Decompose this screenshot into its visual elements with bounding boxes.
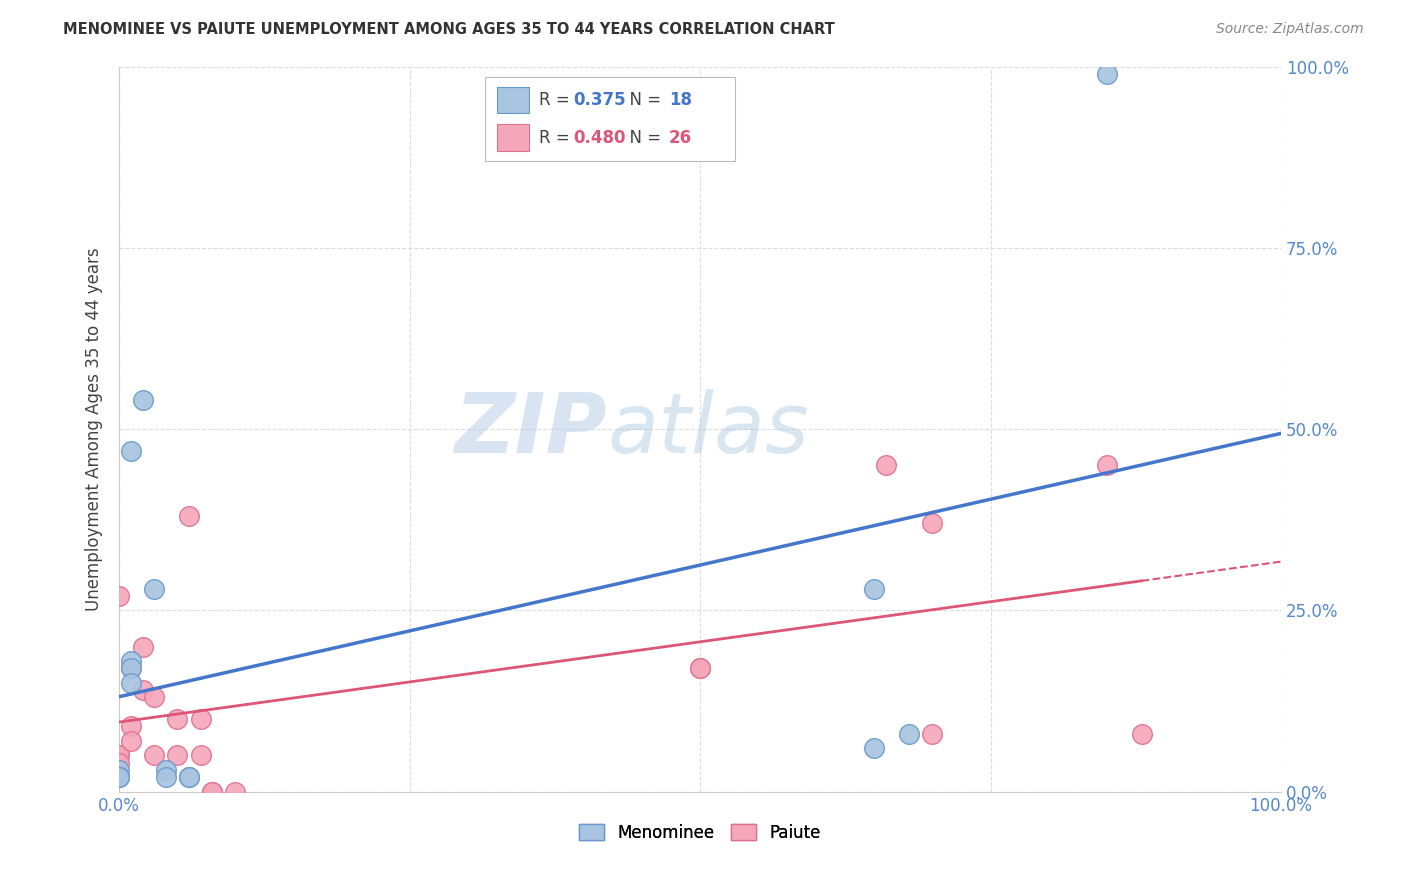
Text: 0.480: 0.480	[574, 128, 626, 146]
Point	[120, 661, 142, 675]
Point	[155, 763, 177, 777]
Point	[120, 661, 142, 675]
Text: N =: N =	[619, 91, 666, 109]
FancyBboxPatch shape	[496, 124, 529, 151]
Text: Source: ZipAtlas.com: Source: ZipAtlas.com	[1216, 22, 1364, 37]
Point	[120, 676, 142, 690]
Point	[177, 770, 200, 784]
Point	[224, 785, 246, 799]
Point	[863, 582, 886, 596]
Point	[143, 748, 166, 763]
Point	[143, 582, 166, 596]
Point	[131, 683, 153, 698]
Legend: Menominee, Paiute: Menominee, Paiute	[572, 817, 828, 848]
Point	[190, 748, 212, 763]
Point	[201, 785, 224, 799]
Point	[921, 727, 943, 741]
Point	[108, 748, 131, 763]
Point	[1095, 458, 1118, 473]
Point	[120, 443, 142, 458]
Point	[190, 712, 212, 726]
Point	[108, 589, 131, 603]
Text: R =: R =	[538, 91, 575, 109]
Point	[108, 770, 131, 784]
Point	[120, 734, 142, 748]
Point	[898, 727, 921, 741]
Y-axis label: Unemployment Among Ages 35 to 44 years: Unemployment Among Ages 35 to 44 years	[86, 247, 103, 611]
Point	[120, 654, 142, 668]
FancyBboxPatch shape	[485, 78, 735, 161]
Point	[120, 719, 142, 733]
Point	[143, 690, 166, 705]
Point	[689, 661, 711, 675]
Point	[921, 516, 943, 531]
Text: atlas: atlas	[607, 389, 808, 470]
Point	[166, 712, 188, 726]
Text: MENOMINEE VS PAIUTE UNEMPLOYMENT AMONG AGES 35 TO 44 YEARS CORRELATION CHART: MENOMINEE VS PAIUTE UNEMPLOYMENT AMONG A…	[63, 22, 835, 37]
Point	[108, 748, 131, 763]
Point	[177, 770, 200, 784]
Point	[166, 748, 188, 763]
Point	[875, 458, 897, 473]
Text: 18: 18	[669, 91, 692, 109]
Point	[863, 741, 886, 756]
FancyBboxPatch shape	[496, 87, 529, 113]
Text: N =: N =	[619, 128, 666, 146]
Point	[131, 393, 153, 408]
Point	[131, 640, 153, 654]
Text: ZIP: ZIP	[454, 389, 607, 470]
Text: R =: R =	[538, 128, 575, 146]
Point	[1130, 727, 1153, 741]
Point	[201, 785, 224, 799]
Point	[108, 756, 131, 770]
Point	[108, 763, 131, 777]
Point	[177, 509, 200, 524]
Point	[108, 770, 131, 784]
Point	[689, 661, 711, 675]
Point	[155, 770, 177, 784]
Text: 0.375: 0.375	[574, 91, 626, 109]
Text: 26: 26	[669, 128, 692, 146]
Point	[1095, 67, 1118, 81]
